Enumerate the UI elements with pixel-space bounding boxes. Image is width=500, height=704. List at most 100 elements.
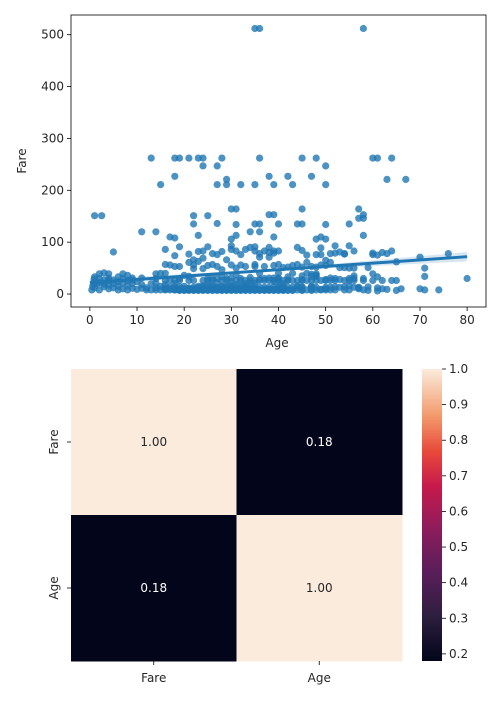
heatmap-y-ticks: Fare Age <box>47 429 71 600</box>
scatter-point <box>364 283 372 291</box>
x-tick-label: 30 <box>224 313 239 327</box>
scatter-point <box>246 228 254 236</box>
heatmap-x-ticks: Fare Age <box>141 661 331 685</box>
colorbar-tick-label: 0.7 <box>449 469 468 483</box>
heatmap-cell <box>236 515 403 662</box>
scatter-point <box>359 211 367 219</box>
scatter-point <box>322 162 330 170</box>
scatter-point <box>359 24 367 33</box>
heatmap-cell-value: 1.00 <box>140 435 167 449</box>
scatter-point <box>444 250 452 258</box>
scatter-point <box>218 247 226 256</box>
scatter-point <box>171 252 179 260</box>
scatter-point <box>350 247 358 255</box>
scatter-point <box>161 269 169 277</box>
scatter-point <box>364 264 372 272</box>
scatter-point <box>241 262 250 271</box>
scatter-point <box>345 220 353 228</box>
scatter-point <box>383 175 391 183</box>
scatter-point <box>383 285 391 293</box>
scatter-point <box>359 231 367 239</box>
scatter-point <box>256 228 264 236</box>
scatter-point <box>256 24 264 33</box>
scatter-point <box>91 212 99 220</box>
scatter-point <box>274 220 283 228</box>
scatter-point <box>289 181 297 189</box>
scatter-point <box>251 243 259 251</box>
scatter-point <box>218 266 226 274</box>
x-tick-label: 40 <box>271 313 286 327</box>
scatter-point <box>213 162 221 170</box>
colorbar-tick-label: 0.6 <box>449 504 468 518</box>
scatter-point <box>232 205 240 213</box>
y-tick-label: 500 <box>41 28 64 42</box>
scatter-point <box>265 172 273 180</box>
scatter-point <box>98 212 106 220</box>
scatter-point <box>322 181 330 189</box>
scatter-point <box>303 258 311 266</box>
heatmap-cell <box>71 515 237 662</box>
heatmap-x-tick-label: Fare <box>141 671 166 685</box>
scatter-point <box>251 260 259 269</box>
heatmap-cell <box>71 369 237 516</box>
scatter-point <box>303 251 311 259</box>
scatter-point <box>270 233 278 241</box>
scatter-point <box>350 272 358 280</box>
heatmap-cell-value: 1.00 <box>306 581 333 595</box>
y-tick-label: 400 <box>41 80 64 94</box>
scatter-point <box>298 220 306 228</box>
colorbar-tick-label: 0.3 <box>449 611 468 625</box>
scatter-point <box>350 264 358 272</box>
scatter-point <box>284 172 292 180</box>
scatter-point <box>199 162 207 170</box>
scatter-point <box>378 276 386 285</box>
heatmap-chart: 1.00 0.18 0.18 1.00 Fare Age Fare Age 1.0 0.9 0… <box>47 362 468 685</box>
x-tick-label: 80 <box>459 313 474 327</box>
y-tick-label: 0 <box>56 287 64 301</box>
scatter-point <box>223 175 231 183</box>
scatter-point <box>274 269 283 277</box>
y-axis-label: Fare <box>15 148 29 173</box>
scatter-point <box>190 212 198 220</box>
colorbar-ticks: 1.0 0.9 0.8 0.7 0.6 0.5 0.4 0.3 0.2 <box>442 362 468 661</box>
scatter-point <box>270 211 278 219</box>
scatter-point <box>109 248 117 256</box>
colorbar-tick-label: 0.8 <box>449 433 468 447</box>
regression-line <box>89 255 468 285</box>
scatter-chart: 0 10 20 30 40 50 60 70 80 0 100 200 300 400 500 Age F… <box>15 14 487 350</box>
scatter-point <box>317 244 325 252</box>
y-tick-label: 300 <box>41 131 64 145</box>
scatter-point <box>199 254 207 262</box>
scatter-point <box>138 228 146 236</box>
scatter-point <box>204 212 212 220</box>
scatter-point <box>274 247 283 255</box>
scatter-point <box>232 231 240 239</box>
scatter-point <box>260 262 268 271</box>
scatter-point <box>171 172 179 180</box>
heatmap-cell <box>236 369 403 516</box>
scatter-point <box>194 231 202 239</box>
scatter-point <box>340 250 349 258</box>
colorbar-tick-label: 0.5 <box>449 540 468 554</box>
scatter-point <box>185 250 193 258</box>
scatter-point <box>105 270 113 278</box>
x-tick-label: 10 <box>129 313 144 327</box>
scatter-point <box>392 276 400 285</box>
scatter-point <box>421 286 429 294</box>
scatter-point <box>359 274 367 283</box>
scatter-point <box>307 172 316 180</box>
scatter-point <box>345 242 353 250</box>
scatter-point <box>298 154 306 162</box>
heatmap-y-tick-label: Fare <box>47 429 61 454</box>
scatter-point <box>421 264 429 272</box>
scatter-point <box>317 251 325 259</box>
scatter-point <box>175 243 184 251</box>
scatter-point <box>175 262 184 271</box>
x-axis-ticks: 0 10 20 30 40 50 60 70 80 <box>86 307 475 327</box>
scatter-point <box>298 205 306 213</box>
scatter-point <box>435 286 443 294</box>
scatter-point <box>199 154 207 162</box>
x-axis-label: Age <box>265 336 288 350</box>
